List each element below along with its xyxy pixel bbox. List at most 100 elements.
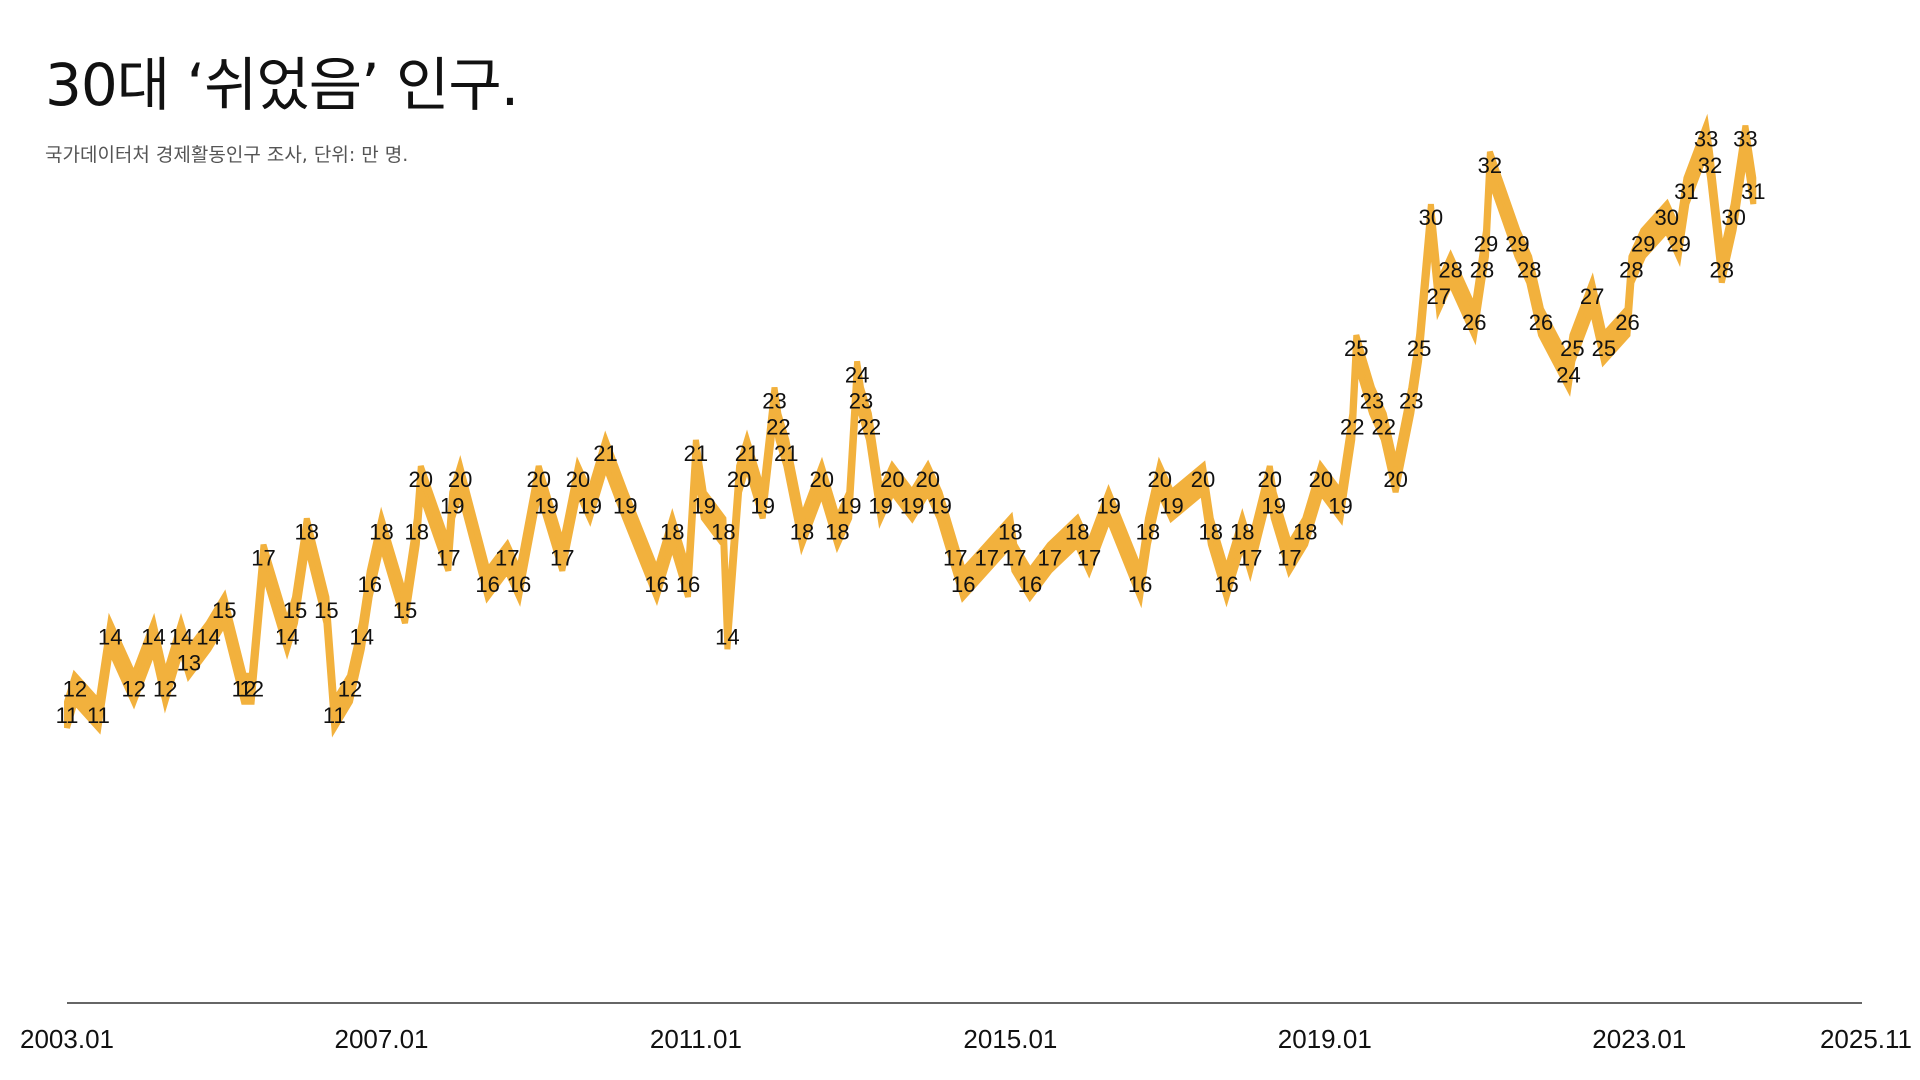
data-label: 30	[1419, 205, 1443, 230]
x-tick-label: 2007.01	[335, 1024, 429, 1054]
data-label: 19	[927, 493, 951, 518]
data-label: 25	[1592, 336, 1616, 361]
x-tick-label: 2019.01	[1278, 1024, 1372, 1054]
data-label: 16	[475, 572, 499, 597]
data-label: 31	[1741, 179, 1765, 204]
data-label: 27	[1427, 284, 1451, 309]
data-label: 29	[1631, 231, 1655, 256]
data-label: 22	[857, 415, 881, 440]
data-label: 20	[1258, 467, 1282, 492]
data-label: 22	[1340, 415, 1364, 440]
data-label: 19	[900, 493, 924, 518]
band-layer	[64, 113, 1757, 738]
data-label: 12	[153, 677, 177, 702]
data-label: 23	[849, 389, 873, 414]
data-label: 18	[1230, 520, 1254, 545]
data-label: 15	[212, 598, 236, 623]
data-label: 14	[196, 624, 220, 649]
data-label: 23	[762, 389, 786, 414]
data-label: 26	[1529, 310, 1553, 335]
data-label: 17	[1277, 546, 1301, 571]
data-label: 25	[1407, 336, 1431, 361]
data-label: 28	[1710, 258, 1734, 283]
data-label: 14	[275, 624, 299, 649]
data-label: 13	[177, 651, 201, 676]
data-label: 20	[448, 467, 472, 492]
data-label: 15	[283, 598, 307, 623]
data-label: 12	[239, 677, 263, 702]
data-label: 20	[809, 467, 833, 492]
data-label: 18	[1199, 520, 1223, 545]
data-label: 19	[578, 493, 602, 518]
data-label: 12	[63, 677, 87, 702]
data-label: 29	[1505, 231, 1529, 256]
data-label: 20	[1383, 467, 1407, 492]
data-label: 17	[550, 546, 574, 571]
data-label: 18	[711, 520, 735, 545]
data-label: 14	[715, 624, 739, 649]
data-label: 29	[1474, 231, 1498, 256]
data-label: 19	[1261, 493, 1285, 518]
data-label: 17	[1037, 546, 1061, 571]
data-label: 17	[975, 546, 999, 571]
data-label: 18	[1065, 520, 1089, 545]
data-label: 19	[440, 493, 464, 518]
data-label: 19	[692, 493, 716, 518]
data-label: 21	[735, 441, 759, 466]
data-label: 17	[436, 546, 460, 571]
data-label: 21	[774, 441, 798, 466]
data-label: 33	[1733, 127, 1757, 152]
data-label: 16	[951, 572, 975, 597]
data-label: 28	[1438, 258, 1462, 283]
data-label: 20	[916, 467, 940, 492]
data-label: 23	[1399, 389, 1423, 414]
data-label: 20	[880, 467, 904, 492]
data-label: 17	[1238, 546, 1262, 571]
data-label: 17	[943, 546, 967, 571]
data-label: 14	[98, 624, 122, 649]
x-tick-label: 2011.01	[650, 1024, 742, 1054]
data-label: 16	[507, 572, 531, 597]
data-label: 16	[1018, 572, 1042, 597]
x-tick-label: 2003.01	[20, 1024, 114, 1054]
x-tick-label: 2015.01	[963, 1024, 1057, 1054]
chart-title: 30대 ‘쉬었음’ 인구.	[45, 51, 519, 119]
data-label: 17	[495, 546, 519, 571]
data-label: 22	[1372, 415, 1396, 440]
data-label: 16	[644, 572, 668, 597]
data-label: 28	[1517, 258, 1541, 283]
data-label: 33	[1694, 127, 1718, 152]
data-label: 20	[1147, 467, 1171, 492]
data-label: 25	[1344, 336, 1368, 361]
data-label: 11	[87, 703, 110, 728]
data-label-layer: 1112111412141214131415121217141518151112…	[56, 127, 1766, 728]
data-label: 15	[393, 598, 417, 623]
data-label: 19	[534, 493, 558, 518]
data-label: 12	[122, 677, 146, 702]
data-label: 14	[350, 624, 374, 649]
data-label: 21	[593, 441, 617, 466]
data-label: 20	[526, 467, 550, 492]
data-label: 19	[613, 493, 637, 518]
data-label: 20	[409, 467, 433, 492]
data-label: 19	[1328, 493, 1352, 518]
data-label: 11	[56, 703, 79, 728]
data-label: 32	[1698, 153, 1722, 178]
data-label: 28	[1470, 258, 1494, 283]
data-label: 29	[1666, 231, 1690, 256]
data-label: 16	[676, 572, 700, 597]
data-label: 16	[357, 572, 381, 597]
data-label: 19	[837, 493, 861, 518]
data-label: 18	[295, 520, 319, 545]
data-label: 20	[1191, 467, 1215, 492]
data-label: 21	[684, 441, 708, 466]
data-label: 30	[1721, 205, 1745, 230]
data-label: 17	[251, 546, 275, 571]
data-label: 18	[1293, 520, 1317, 545]
data-label: 18	[369, 520, 393, 545]
data-label: 12	[338, 677, 362, 702]
data-label: 32	[1478, 153, 1502, 178]
data-label: 11	[323, 703, 346, 728]
series-band	[64, 113, 1757, 738]
data-label: 19	[1159, 493, 1183, 518]
